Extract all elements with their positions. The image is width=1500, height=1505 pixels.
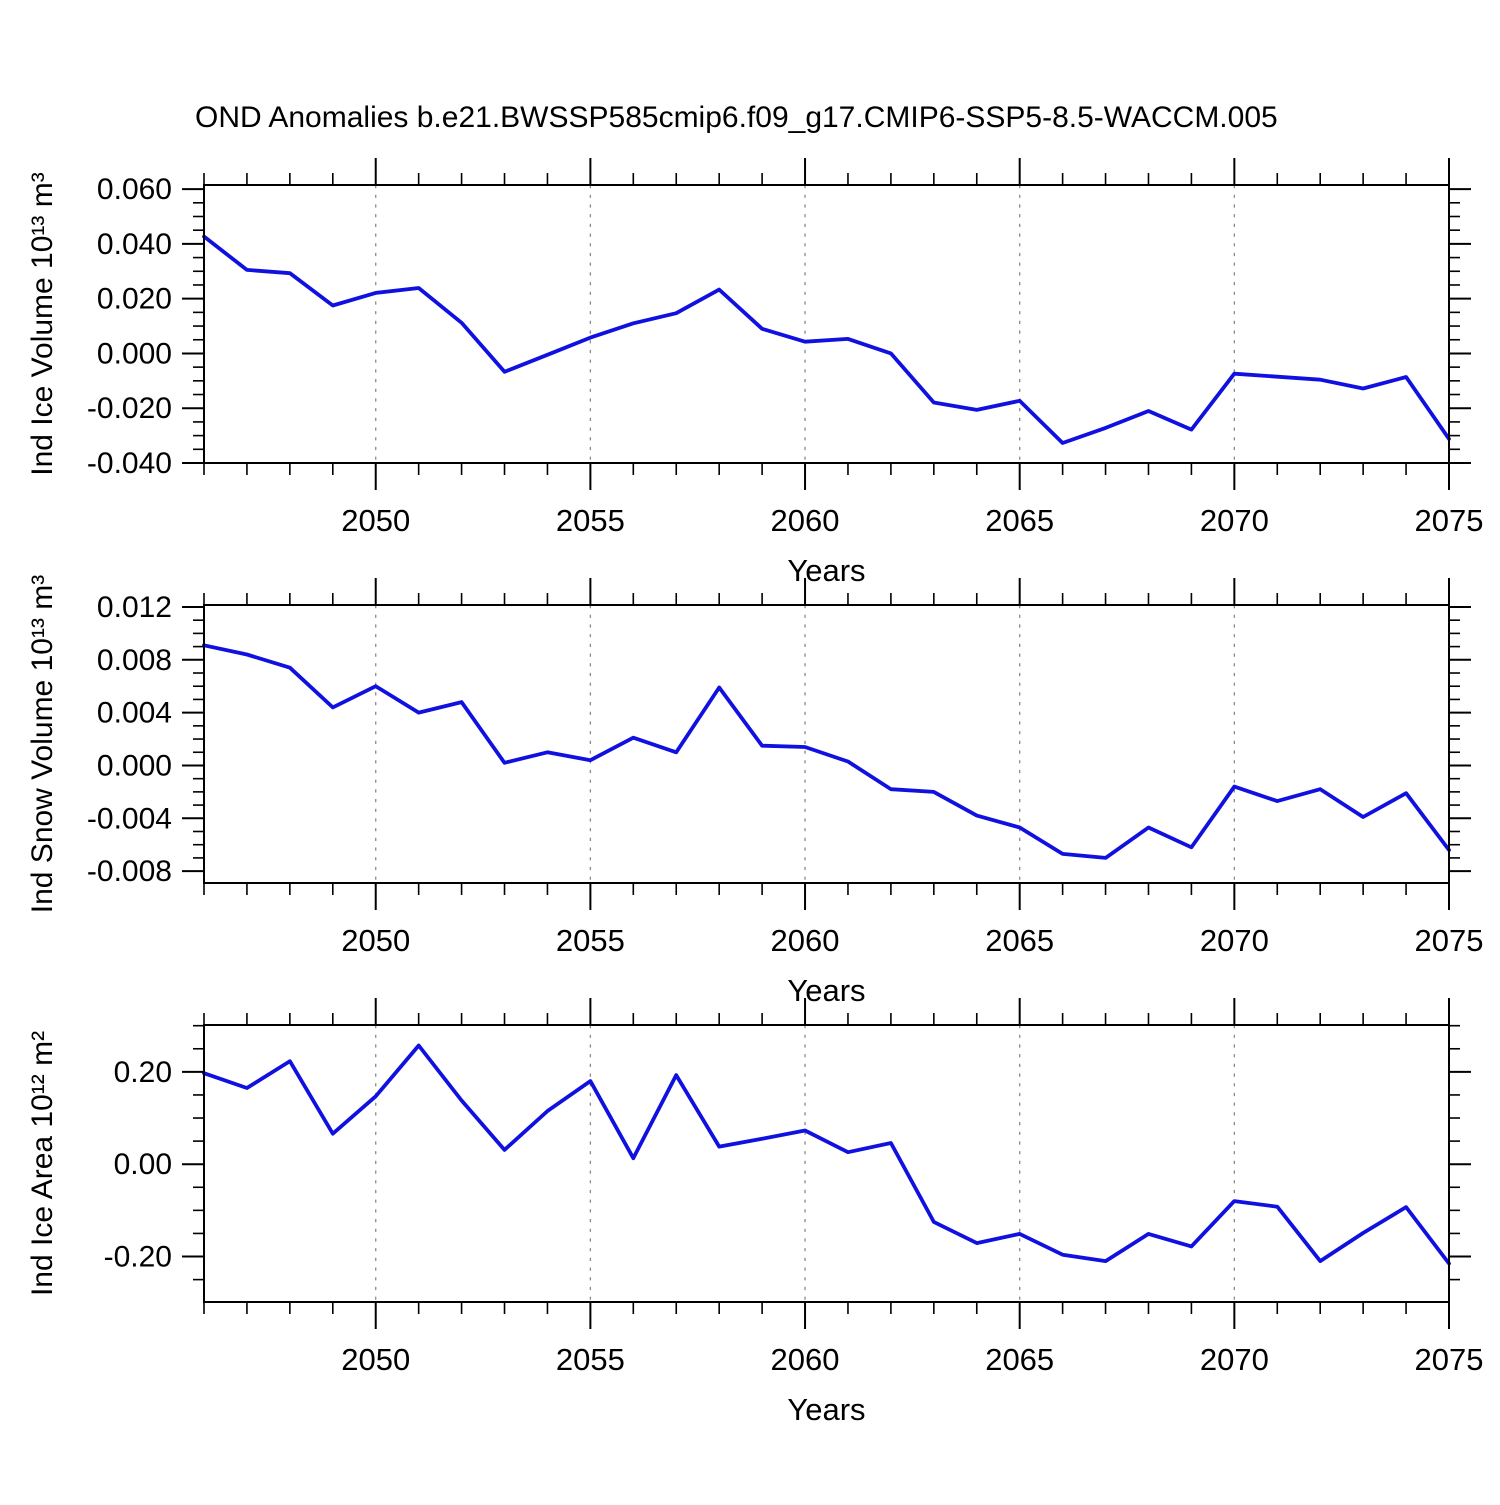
y-tick-label: -0.20 [104,1241,172,1274]
y-axis-title: Ind Ice Area 10¹² m² [26,1031,59,1296]
panel-snow-volume: 0.012 0.008 0.004 0.000 -0.004 -0.008 2050 2055… [26,575,1483,1008]
y-tick-label: 0.020 [97,283,172,316]
x-tick-label: 2070 [1200,1342,1269,1377]
y-tick-label: 0.00 [114,1148,172,1181]
x-tick-label: 2070 [1200,503,1269,538]
x-tick-label: 2055 [556,923,625,958]
y-tick-label: 0.000 [97,337,172,370]
x-tick-label: 2055 [556,503,625,538]
x-tick-label: 2060 [771,503,840,538]
chart-title: OND Anomalies b.e21.BWSSP585cmip6.f09_g1… [195,101,1278,134]
x-tick-label: 2065 [985,503,1054,538]
y-tick-label: -0.020 [87,392,172,425]
y-axis-title: Ind Snow Volume 10¹³ m³ [26,575,59,913]
x-tick-label: 2065 [985,923,1054,958]
x-axis-title: Years [787,973,865,1008]
chart-panels: 0.060 0.040 0.020 0.000 -0.020 -0.040 2050 2055… [26,158,1483,1427]
ice-area-line [202,1043,1451,1266]
plot-frame [203,184,1450,464]
panel-ice-volume: 0.060 0.040 0.020 0.000 -0.020 -0.040 2050 2055… [26,158,1483,588]
y-tick-label: 0.040 [97,228,172,261]
y-tick-label: -0.008 [87,855,172,888]
y-tick-label: 0.004 [97,697,172,730]
y-tick-label: 0.20 [114,1056,172,1089]
x-tick-label: 2060 [771,923,840,958]
x-tick-label: 2075 [1415,1342,1484,1377]
x-tick-label: 2065 [985,1342,1054,1377]
y-axis-title: Ind Ice Volume 10¹³ m³ [26,172,59,475]
panel-ice-area: 0.20 0.00 -0.20 2050 2055 2060 2065 2070 2075 Yea… [26,998,1483,1427]
y-tick-label: 0.012 [97,591,172,624]
x-tick-label: 2050 [341,503,410,538]
x-tick-label: 2060 [771,1342,840,1377]
x-tick-label: 2055 [556,1342,625,1377]
y-tick-label: 0.000 [97,749,172,782]
y-tick-label: -0.004 [87,802,172,835]
x-tick-label: 2050 [341,1342,410,1377]
snow-volume-line [202,643,1451,860]
x-axis-title: Years [787,1392,865,1427]
y-tick-label: 0.060 [97,173,172,206]
plot-frame [203,1024,1450,1303]
x-axis-title: Years [787,553,865,588]
plot-frame [203,604,1450,884]
x-tick-label: 2075 [1415,503,1484,538]
x-tick-label: 2075 [1415,923,1484,958]
y-tick-label: 0.008 [97,644,172,677]
ice-volume-line [202,234,1451,445]
x-tick-label: 2050 [341,923,410,958]
y-tick-label: -0.040 [87,447,172,480]
x-tick-label: 2070 [1200,923,1269,958]
